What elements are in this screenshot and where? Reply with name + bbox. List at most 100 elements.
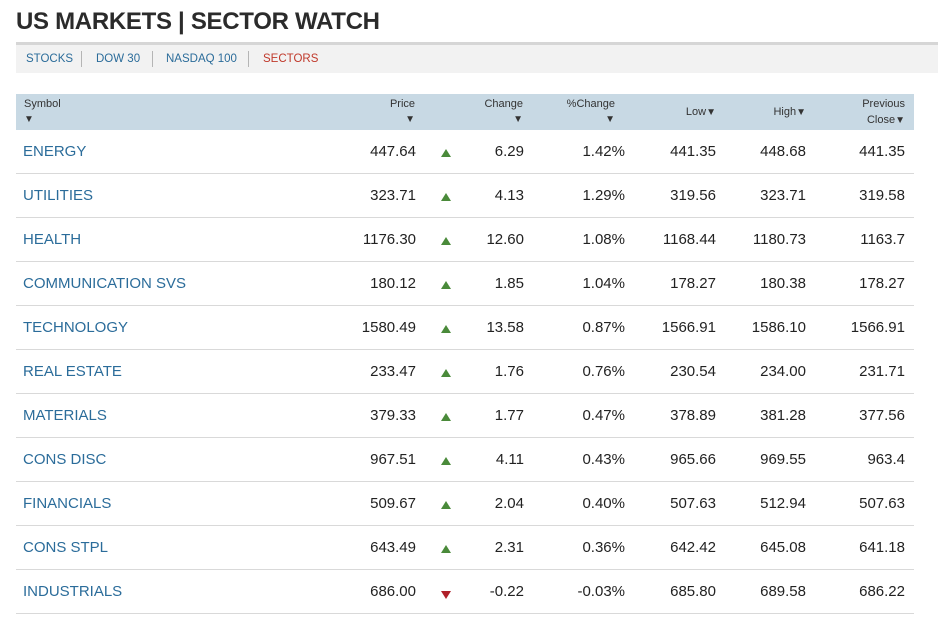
prev-close-cell: 1163.7 [860, 231, 905, 248]
tab-divider [248, 51, 249, 67]
low-cell: 178.27 [670, 275, 716, 292]
col-change-label: Change [484, 98, 523, 110]
low-cell: 965.66 [670, 451, 716, 468]
tab-divider [81, 51, 82, 67]
price-cell: 379.33 [370, 407, 416, 424]
col-symbol-label: Symbol [24, 98, 61, 110]
col-prev-close-label-2: Close [866, 114, 896, 126]
pct-change-cell: 0.36% [582, 539, 625, 556]
symbol-link[interactable]: COMMUNICATION SVS [23, 275, 187, 292]
low-cell: 441.35 [670, 143, 716, 160]
symbol-link[interactable]: REAL ESTATE [23, 363, 122, 380]
price-cell: 447.64 [370, 143, 416, 160]
up-arrow-icon [441, 149, 451, 157]
table-row: COMMUNICATION SVS 180.12 1.85 1.04% 178.27 18… [16, 262, 914, 306]
tab-stocks[interactable]: STOCKS [26, 53, 74, 65]
col-change-header[interactable]: Change ▼ [484, 96, 523, 128]
up-arrow-icon [441, 413, 451, 421]
prev-close-cell: 319.58 [859, 187, 905, 204]
high-cell: 180.38 [760, 275, 806, 292]
sort-arrow-icon: ▼ [513, 114, 523, 125]
col-pct-change-label: %Change [566, 98, 615, 110]
col-pct-change-header[interactable]: %Change ▼ [567, 96, 615, 128]
down-arrow-icon [441, 591, 451, 599]
price-cell: 1580.49 [361, 319, 416, 336]
prev-close-cell: 1566.91 [850, 319, 905, 336]
col-low-label: Low [685, 106, 707, 118]
low-cell: 1168.44 [662, 231, 716, 248]
tab-nasdaq-100[interactable]: NASDAQ 100 [166, 53, 237, 65]
high-cell: 512.94 [760, 495, 806, 512]
price-cell: 1176.30 [362, 231, 416, 248]
low-cell: 378.89 [670, 407, 716, 424]
col-high-label: High [773, 106, 797, 118]
col-prev-close-label: Previous [862, 98, 905, 110]
table-row: CONS DISC 967.51 4.11 0.43% 965.66 969.55 963.… [16, 438, 914, 482]
change-cell: 1.85 [494, 275, 524, 292]
low-cell: 685.80 [670, 583, 716, 600]
change-cell: 1.77 [494, 407, 524, 424]
table-row: CONS STPL 643.49 2.31 0.36% 642.42 645.08 641.… [16, 526, 914, 570]
up-arrow-icon [441, 325, 451, 333]
up-arrow-icon [441, 193, 451, 201]
table-row: INDUSTRIALS 686.00 -0.22 -0.03% 685.80 689.58… [16, 570, 914, 614]
pct-change-cell: 1.04% [582, 275, 625, 292]
price-cell: 233.47 [370, 363, 416, 380]
pct-change-cell: 0.87% [582, 319, 625, 336]
pct-change-cell: 1.08% [582, 231, 625, 248]
price-cell: 323.71 [370, 187, 416, 204]
tab-dow-30[interactable]: DOW 30 [96, 53, 141, 65]
high-cell: 323.71 [760, 187, 806, 204]
page-title: US MARKETS | SECTOR WATCH [16, 8, 380, 35]
symbol-link[interactable]: UTILITIES [23, 187, 94, 204]
table-row: TECHNOLOGY 1580.49 13.58 0.87% 1566.91 1586.1… [16, 306, 914, 350]
symbol-link[interactable]: CONS STPL [23, 539, 109, 556]
symbol-link[interactable]: HEALTH [23, 231, 82, 248]
prev-close-cell: 377.56 [859, 407, 905, 424]
col-price-header[interactable]: Price ▼ [390, 96, 415, 128]
high-cell: 1586.10 [751, 319, 806, 336]
table-header: Symbol ▼ Price ▼ Change ▼ %Change ▼ Low▼… [16, 94, 914, 130]
change-cell: 12.60 [486, 231, 524, 248]
sort-arrow-icon: ▼ [605, 114, 615, 125]
change-cell: 4.11 [495, 451, 524, 468]
table-row: UTILITIES 323.71 4.13 1.29% 319.56 323.71 319.… [16, 174, 914, 218]
tab-sectors[interactable]: SECTORS [263, 53, 319, 65]
sort-arrow-icon: ▼ [405, 114, 415, 125]
col-high-header[interactable]: High▼ [773, 104, 806, 121]
pct-change-cell: 1.42% [582, 143, 625, 160]
pct-change-cell: -0.03% [577, 583, 625, 600]
col-low-header[interactable]: Low▼ [686, 104, 716, 121]
low-cell: 319.56 [670, 187, 716, 204]
price-cell: 643.49 [370, 539, 416, 556]
low-cell: 1566.91 [661, 319, 716, 336]
up-arrow-icon [441, 237, 451, 245]
high-cell: 448.68 [760, 143, 806, 160]
prev-close-cell: 641.18 [859, 539, 905, 556]
up-arrow-icon [441, 545, 451, 553]
prev-close-cell: 963.4 [867, 451, 905, 468]
low-cell: 230.54 [670, 363, 716, 380]
col-symbol-header[interactable]: Symbol ▼ [24, 96, 61, 128]
prev-close-cell: 441.35 [859, 143, 905, 160]
symbol-link[interactable]: CONS DISC [23, 451, 107, 468]
symbol-link[interactable]: ENERGY [23, 143, 87, 160]
change-cell: 4.13 [494, 187, 524, 204]
change-cell: 13.58 [486, 319, 524, 336]
high-cell: 1180.73 [752, 231, 806, 248]
change-cell: 6.29 [494, 143, 524, 160]
price-cell: 967.51 [370, 451, 416, 468]
tab-divider [152, 51, 153, 67]
up-arrow-icon [441, 501, 451, 509]
price-cell: 180.12 [370, 275, 416, 292]
pct-change-cell: 0.43% [582, 451, 625, 468]
table-row: FINANCIALS 509.67 2.04 0.40% 507.63 512.94 507… [16, 482, 914, 526]
col-prev-close-header[interactable]: Previous Close▼ [862, 96, 905, 129]
symbol-link[interactable]: MATERIALS [23, 407, 107, 424]
symbol-link[interactable]: TECHNOLOGY [23, 319, 129, 336]
symbol-link[interactable]: INDUSTRIALS [23, 583, 123, 600]
symbol-link[interactable]: FINANCIALS [23, 495, 112, 512]
sort-arrow-icon: ▼ [24, 114, 34, 125]
price-cell: 686.00 [370, 583, 416, 600]
table-row: REAL ESTATE 233.47 1.76 0.76% 230.54 234.00 23… [16, 350, 914, 394]
